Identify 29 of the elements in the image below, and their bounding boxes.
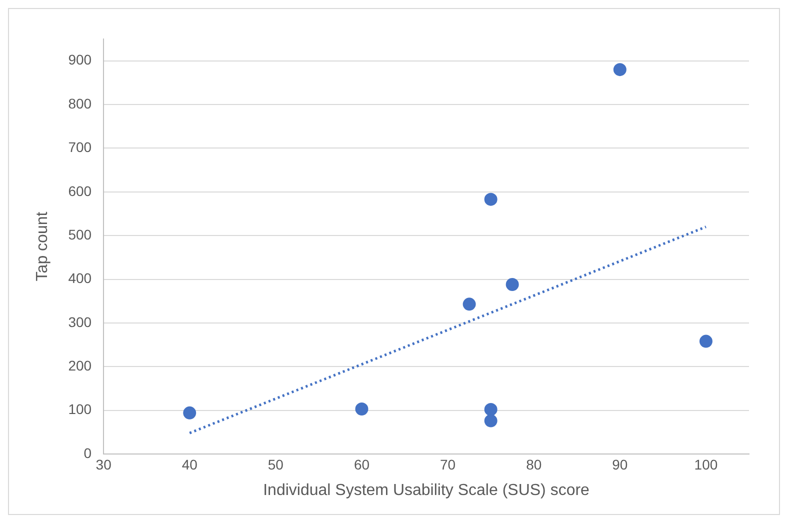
point [484, 402, 498, 416]
point [484, 192, 498, 206]
x-tick-label: 40 [182, 456, 198, 472]
x-tick-label: 100 [694, 456, 718, 472]
y-tick-label: 300 [68, 314, 92, 330]
x-tick-label: 90 [612, 456, 628, 472]
y-tick-label: 900 [68, 52, 92, 68]
y-tick-label: 500 [68, 226, 92, 242]
x-tick-label: 70 [440, 456, 456, 472]
x-tick-label: 30 [96, 456, 112, 472]
x-tick-label: 60 [354, 456, 370, 472]
x-tick-label: 50 [268, 456, 284, 472]
point [355, 402, 368, 416]
x-axis-title: Individual System Usability Scale (SUS) score [263, 482, 590, 499]
y-tick-label: 0 [84, 444, 92, 461]
point [462, 298, 476, 311]
y-tick-label: 400 [68, 270, 92, 286]
y-tick-label: 600 [68, 182, 92, 199]
x-tick-label: 80 [526, 456, 542, 472]
y-tick-label: 700 [68, 139, 92, 156]
y-tick-label: 200 [68, 357, 92, 374]
point [484, 414, 498, 428]
point [506, 278, 519, 292]
point [183, 406, 196, 420]
y-tick-label: 800 [68, 95, 92, 112]
point [613, 63, 626, 76]
y-tick-label: 100 [68, 401, 92, 418]
point [699, 334, 712, 348]
y-axis-title: Tap count [34, 211, 52, 282]
